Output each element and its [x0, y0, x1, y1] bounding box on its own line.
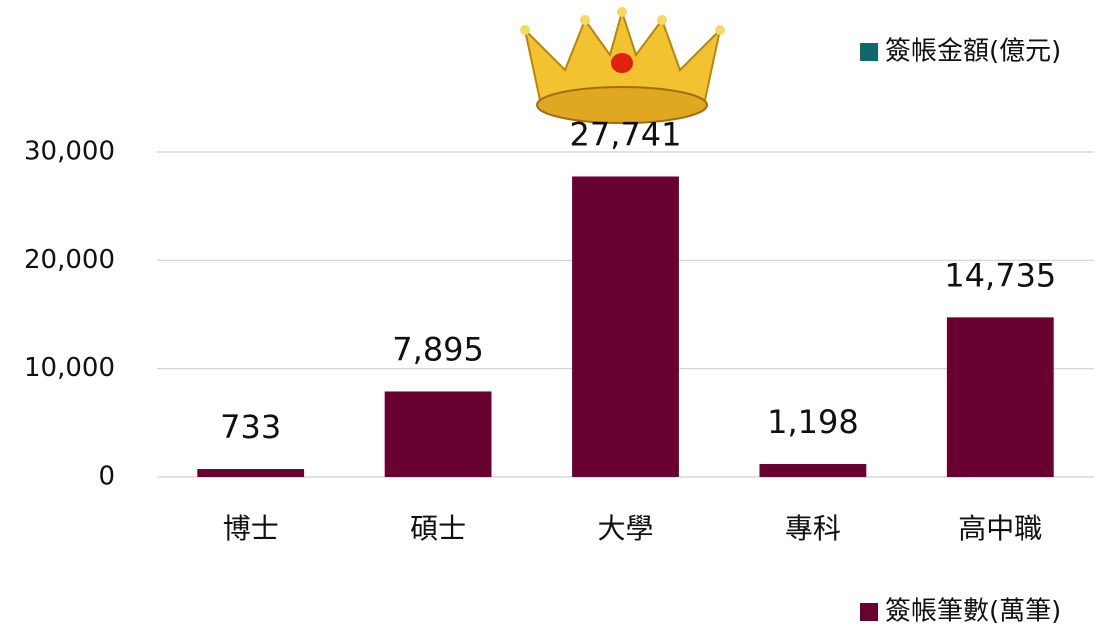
- x-tick-label: 大學: [597, 512, 653, 545]
- value-label: 27,741: [570, 115, 682, 153]
- bar: [384, 391, 492, 477]
- value-label: 1,198: [767, 403, 859, 441]
- legend-swatch: [860, 43, 878, 61]
- legend-label: 簽帳金額(億元): [885, 37, 1061, 67]
- x-tick-label: 專科: [785, 512, 841, 545]
- y-tick-label: 30,000: [24, 137, 115, 167]
- bar: [946, 317, 1054, 477]
- bar: [759, 464, 867, 477]
- bar: [572, 176, 679, 477]
- value-label: 14,735: [944, 256, 1056, 294]
- x-tick-label: 碩士: [410, 512, 466, 545]
- x-tick-label: 博士: [223, 512, 279, 545]
- y-tick-label: 20,000: [24, 245, 115, 275]
- y-tick-label: 10,000: [24, 353, 115, 383]
- x-tick-label: 高中職: [958, 512, 1042, 545]
- legend-label: 簽帳筆數(萬筆): [885, 597, 1061, 627]
- value-label: 733: [220, 408, 281, 446]
- bar: [197, 469, 305, 477]
- y-tick-label: 0: [98, 462, 115, 492]
- legend-swatch: [860, 603, 878, 621]
- value-label: 7,895: [392, 330, 484, 368]
- crown-icon: [520, 7, 725, 124]
